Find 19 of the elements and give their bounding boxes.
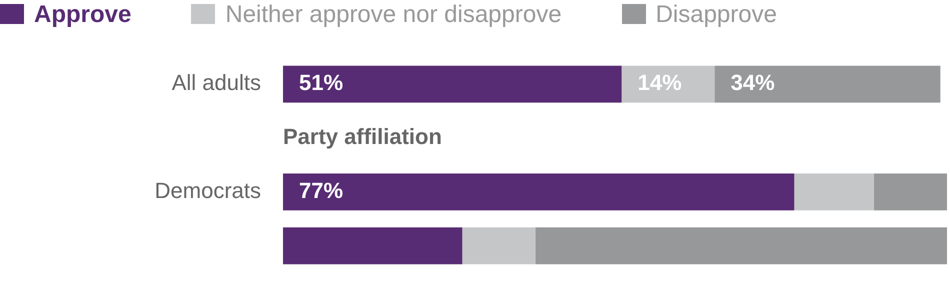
bar [283, 174, 794, 210]
legend-label: Approve [33, 1, 132, 29]
bar [283, 227, 462, 264]
data-label: 51% [299, 70, 344, 96]
bar [622, 66, 715, 103]
bar [874, 174, 947, 210]
data-label: 34% [730, 70, 775, 96]
bar [535, 227, 947, 264]
bar [462, 227, 536, 264]
bar [794, 174, 874, 210]
legend-label: Disapprove [654, 1, 777, 29]
annotation: Party affiliation [283, 124, 442, 150]
bar [714, 66, 940, 103]
data-label: 77% [299, 178, 344, 204]
y-tick-label: Democrats [154, 178, 261, 204]
bar [283, 66, 622, 103]
data-label: 14% [638, 70, 682, 96]
y-tick-label: All adults [172, 70, 261, 96]
legend-label: Neither approve nor disapprove [224, 1, 562, 29]
